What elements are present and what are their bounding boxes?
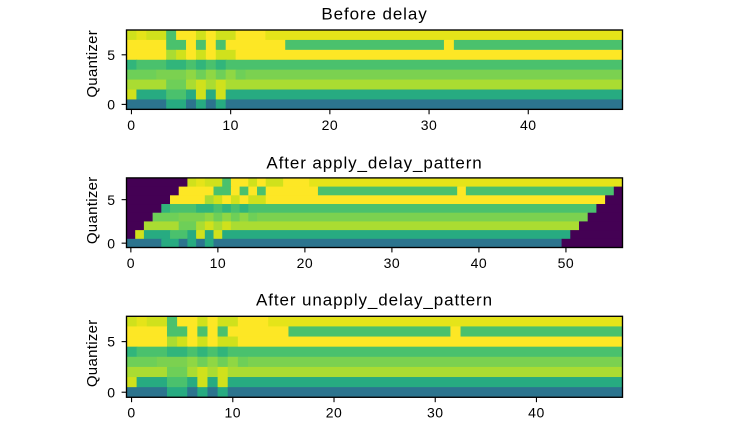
svg-text:30: 30 bbox=[421, 117, 438, 133]
svg-text:20: 20 bbox=[322, 117, 339, 133]
svg-text:10: 10 bbox=[225, 405, 242, 421]
svg-text:40: 40 bbox=[471, 255, 488, 271]
svg-text:40: 40 bbox=[520, 117, 537, 133]
svg-text:0: 0 bbox=[107, 384, 115, 400]
svg-text:After unapply_delay_pattern: After unapply_delay_pattern bbox=[256, 291, 493, 310]
svg-text:10: 10 bbox=[222, 117, 239, 133]
svg-text:30: 30 bbox=[427, 405, 444, 421]
svg-text:Quantizer: Quantizer bbox=[84, 176, 101, 244]
svg-text:20: 20 bbox=[297, 255, 314, 271]
svg-text:Before delay: Before delay bbox=[321, 4, 427, 23]
svg-text:0: 0 bbox=[107, 235, 115, 251]
svg-text:30: 30 bbox=[384, 255, 401, 271]
svg-text:5: 5 bbox=[107, 334, 115, 350]
svg-text:0: 0 bbox=[127, 117, 135, 133]
svg-text:Quantizer: Quantizer bbox=[84, 30, 101, 98]
svg-text:20: 20 bbox=[326, 405, 343, 421]
svg-text:5: 5 bbox=[107, 47, 115, 63]
svg-text:0: 0 bbox=[127, 255, 135, 271]
svg-text:After apply_delay_pattern: After apply_delay_pattern bbox=[266, 154, 482, 173]
svg-text:50: 50 bbox=[558, 255, 575, 271]
svg-text:0: 0 bbox=[107, 97, 115, 113]
svg-text:0: 0 bbox=[127, 405, 135, 421]
svg-text:10: 10 bbox=[210, 255, 227, 271]
svg-text:5: 5 bbox=[107, 192, 115, 208]
svg-text:Quantizer: Quantizer bbox=[84, 319, 101, 387]
svg-text:40: 40 bbox=[528, 405, 545, 421]
